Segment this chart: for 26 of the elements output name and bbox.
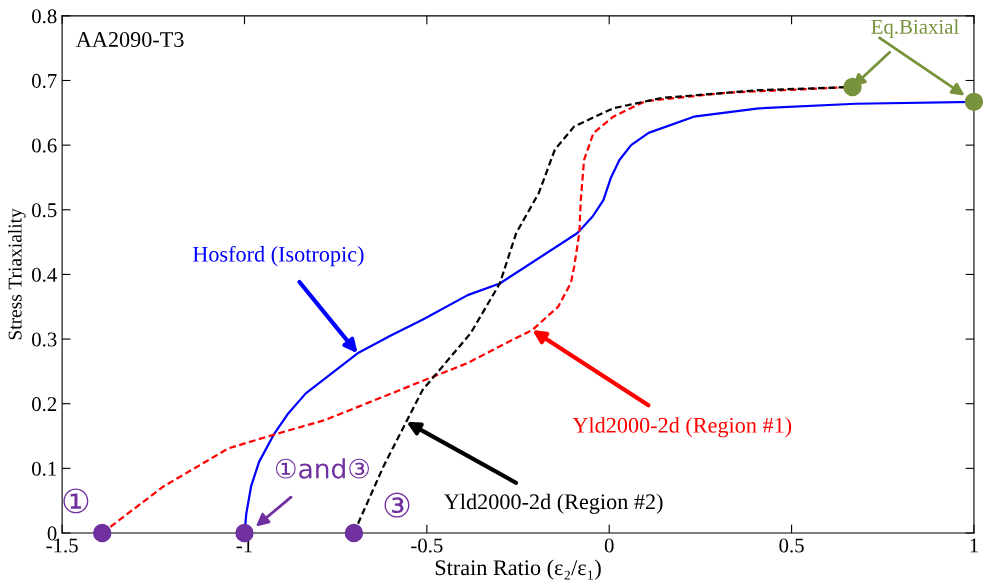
annotation: Yld2000-2d (Region #1)	[572, 417, 792, 438]
x-tick-label: 0	[604, 538, 614, 553]
x-tick-label: 0.5	[779, 538, 804, 553]
annotation: Eq.Biaxial	[871, 19, 959, 39]
y-tick-label: 0.4	[32, 267, 57, 282]
y-tick-label: 0.7	[32, 73, 57, 89]
annotation: ①and③	[275, 458, 369, 479]
x-tick-label: -0.5	[411, 538, 443, 553]
annotation: AA2090-T3	[76, 32, 184, 47]
point	[93, 523, 112, 543]
y-tick-label: 0.1	[32, 461, 57, 476]
annotation: ①	[63, 488, 89, 514]
y-tick-label: 0.6	[32, 138, 57, 153]
y-tick-label: 0.3	[32, 332, 57, 347]
point	[964, 92, 984, 112]
y-axis-title: Stress Triaxiality	[7, 208, 26, 340]
y-tick-label: 0.5	[32, 203, 57, 218]
y-tick-label: 0.2	[32, 397, 57, 412]
y-tick-label: 0.8	[32, 9, 57, 24]
x-tick-label: 1	[970, 538, 978, 553]
x-axis-title: Strain Ratio (ε₂/ε₁)	[435, 559, 601, 580]
annotation: Hosford (Isotropic)	[192, 245, 364, 267]
point	[843, 77, 862, 97]
annotation: Yld2000-2d (Region #2)	[444, 493, 663, 514]
annotation: ③	[384, 492, 410, 518]
point	[344, 523, 364, 543]
